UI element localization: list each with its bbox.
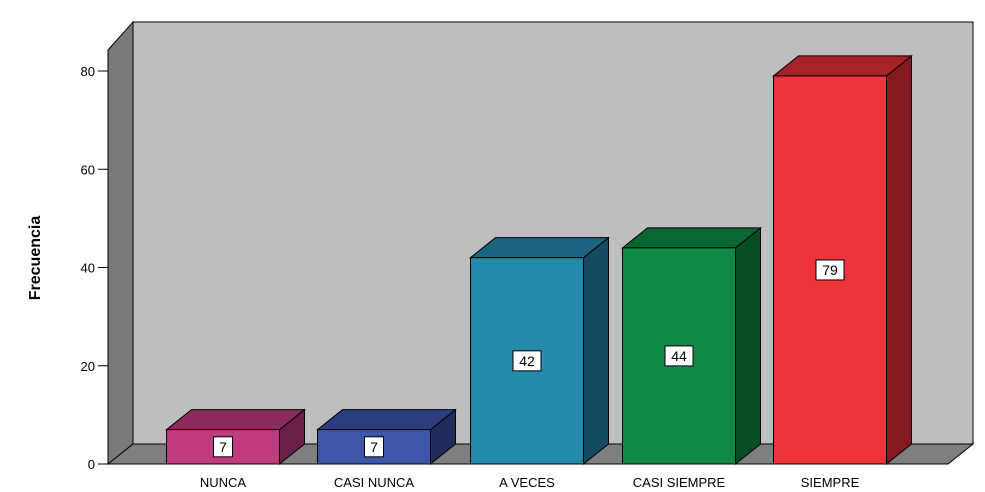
- bars: 7 7 42 44 79: [165, 54, 913, 466]
- bar-top: [316, 409, 457, 431]
- y-tick-label: 80: [81, 64, 95, 79]
- data-label-box: [364, 436, 384, 458]
- data-label: 7: [219, 439, 227, 455]
- data-label-box: [213, 436, 233, 458]
- data-label-box: [664, 345, 694, 367]
- y-tick-label: 60: [81, 162, 95, 177]
- bar-casi-siempre: 44: [621, 226, 762, 466]
- y-tick-label: 0: [88, 457, 95, 472]
- data-label: 44: [671, 348, 687, 364]
- bar-a-veces: 42: [469, 236, 610, 466]
- y-axis: 0 20 40 60 80: [81, 64, 108, 472]
- left-wall: [107, 20, 134, 466]
- bar-nunca: 7: [165, 408, 306, 466]
- data-label: 7: [370, 439, 378, 455]
- bar-top: [772, 55, 913, 77]
- bar-casi-nunca: 7: [316, 408, 457, 466]
- y-tick-label: 20: [81, 359, 95, 374]
- data-label-box: [512, 350, 542, 372]
- y-axis-label: Frecuencia: [27, 216, 44, 301]
- bar-front: [166, 429, 280, 465]
- data-label-box: [815, 259, 845, 281]
- x-tick-label: CASI SIEMPRE: [633, 475, 726, 490]
- data-label: 42: [519, 353, 535, 369]
- y-tick-label: 40: [81, 261, 95, 276]
- x-axis-labels: NUNCA CASI NUNCA A VECES CASI SIEMPRE SIEMPR…: [200, 475, 860, 490]
- bar-top: [621, 227, 762, 249]
- bar-top: [469, 237, 610, 259]
- bar-side: [583, 236, 609, 466]
- x-tick-label: CASI NUNCA: [334, 475, 415, 490]
- x-tick-label: SIEMPRE: [801, 475, 860, 490]
- data-label: 79: [822, 262, 838, 278]
- x-tick-label: NUNCA: [200, 475, 247, 490]
- bar-siempre: 79: [772, 54, 913, 466]
- bar-top: [165, 409, 306, 431]
- x-tick-label: A VECES: [499, 475, 555, 490]
- bar-side: [735, 226, 761, 466]
- bar-side: [886, 54, 912, 466]
